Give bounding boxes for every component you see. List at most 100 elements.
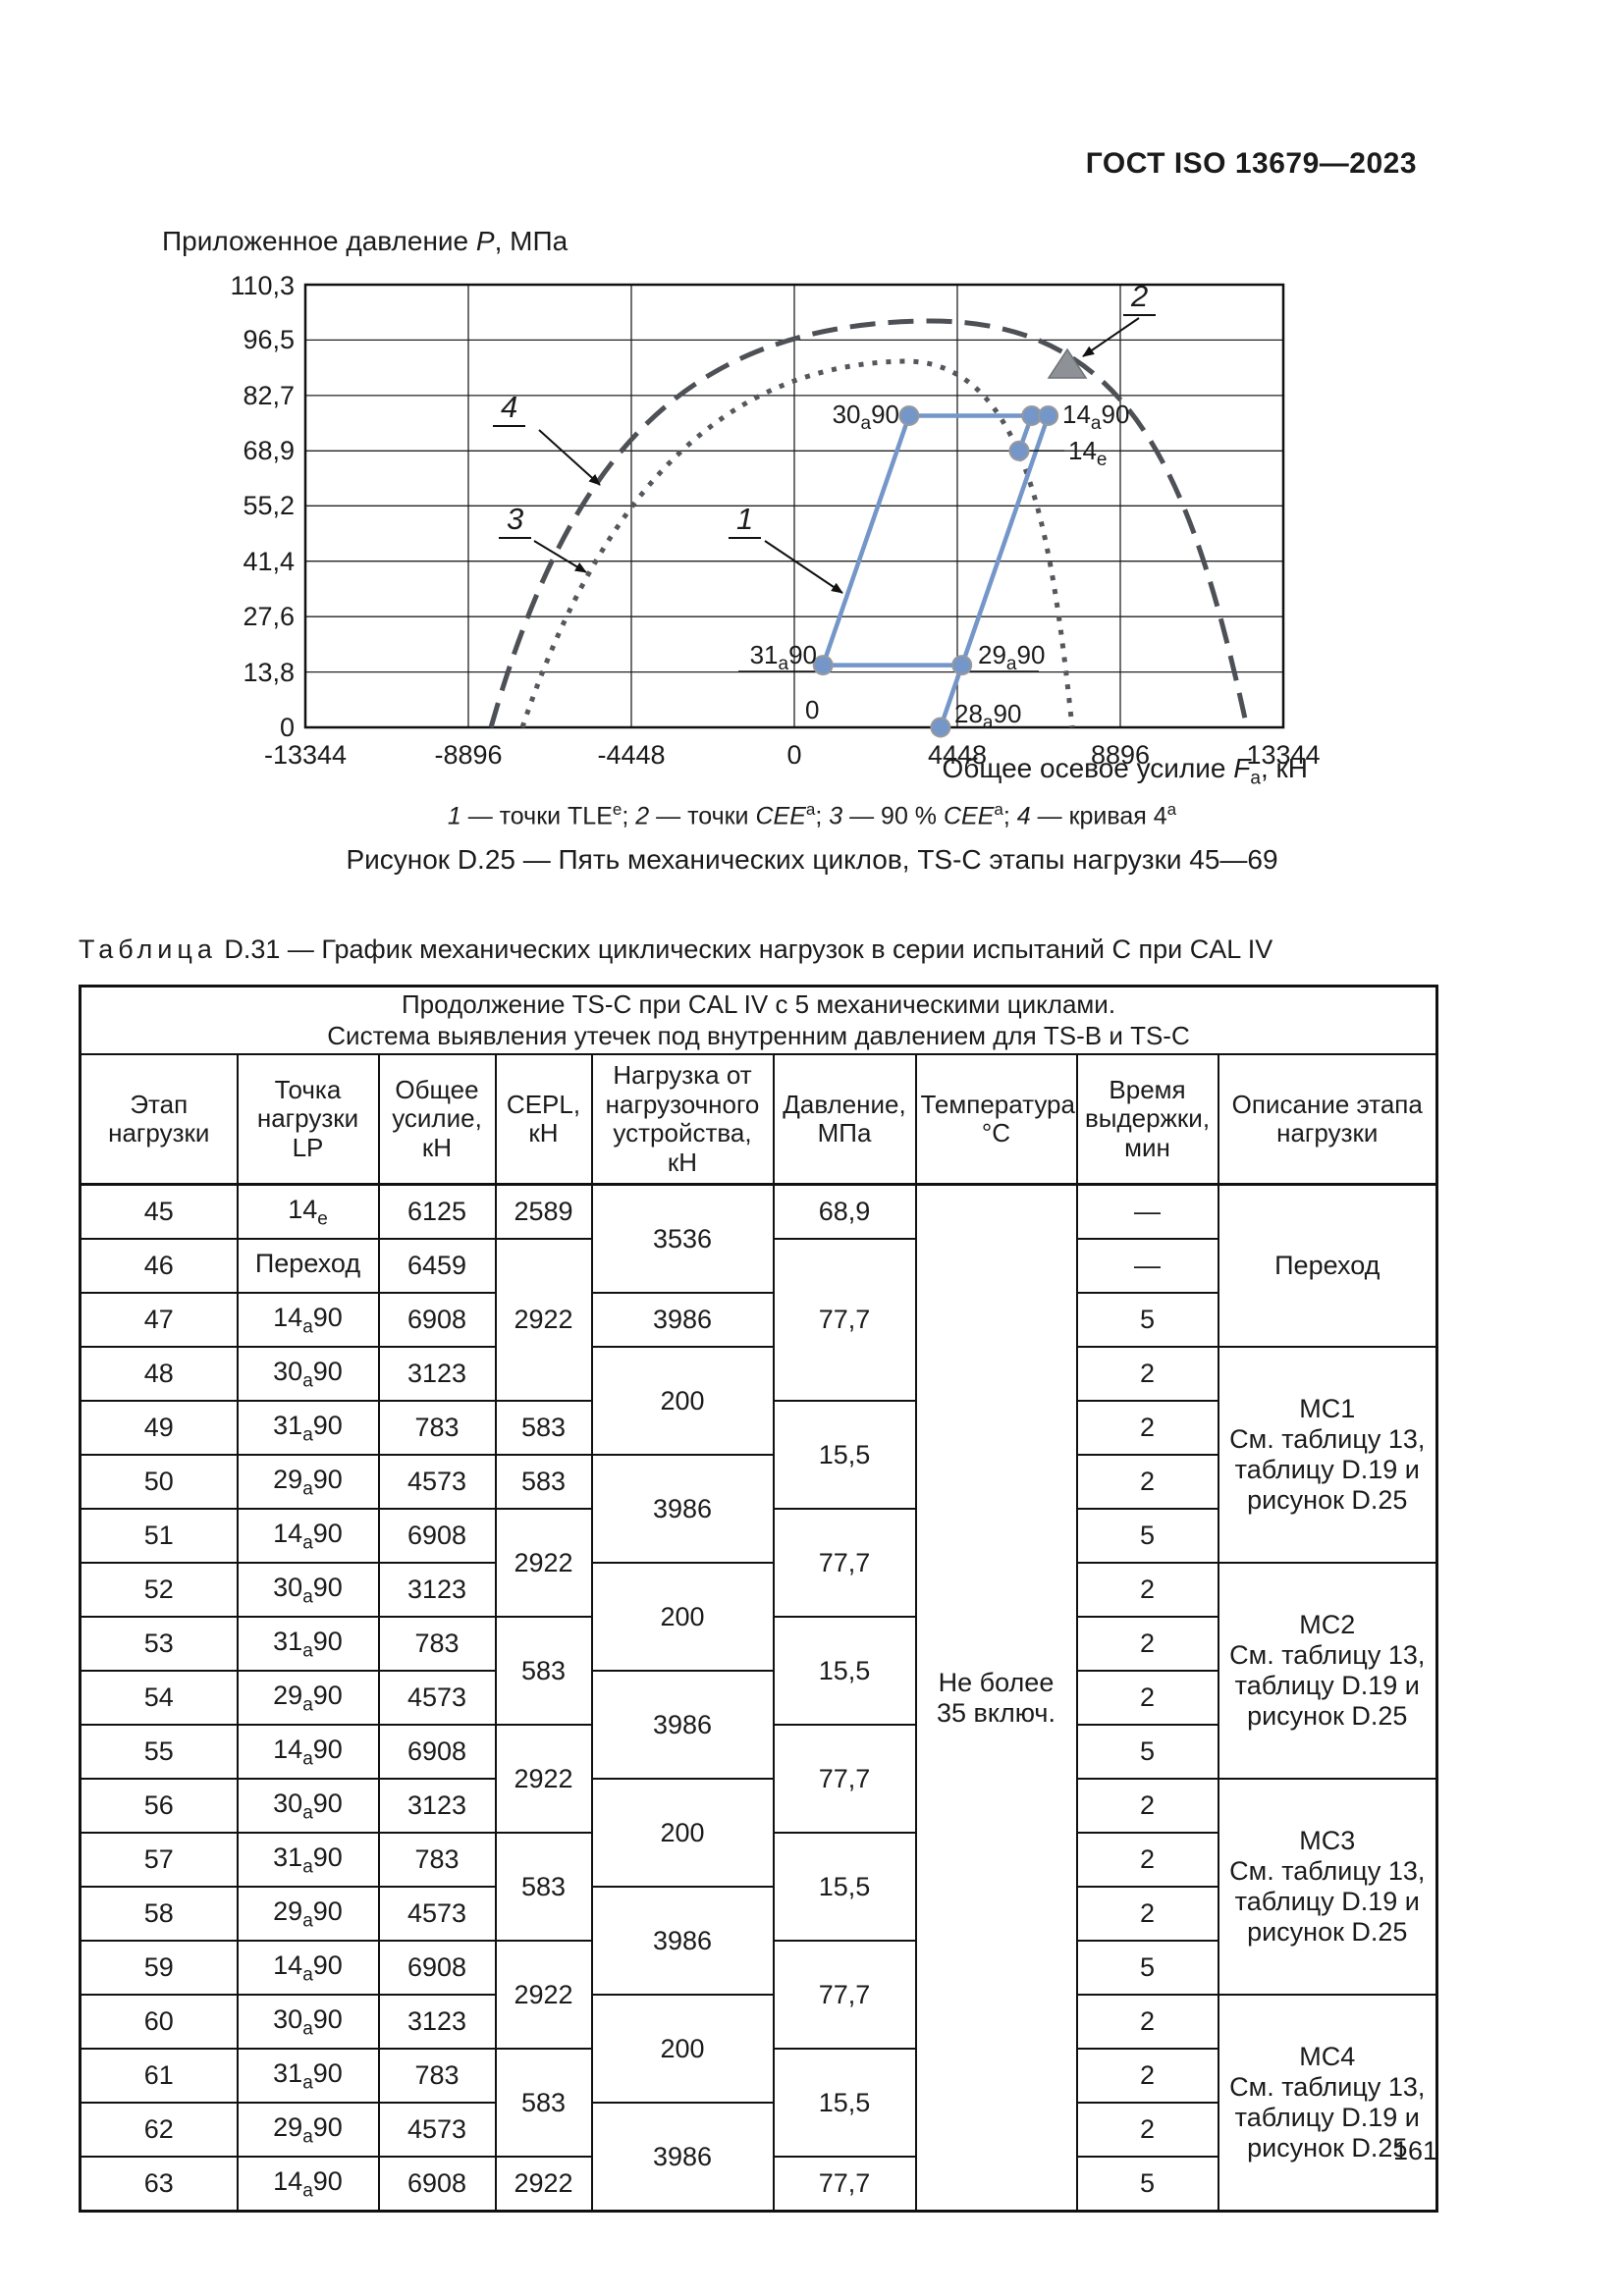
- cell-step: 52: [79, 1562, 239, 1619]
- cell-force: 4573: [377, 2102, 497, 2159]
- cell-step: 53: [79, 1616, 239, 1673]
- callout-3: 3: [499, 502, 532, 540]
- cell-force: 6125: [377, 1183, 497, 1241]
- cell-pressure: 15,5: [772, 1400, 917, 1511]
- cell-pressure: 77,7: [772, 1508, 917, 1619]
- cell-force: 4573: [377, 1670, 497, 1727]
- cell-frame: 200: [590, 1346, 775, 1457]
- table-row: 63 14a90 6908 2922 77,7 5: [79, 2156, 1437, 2213]
- arrow-to-curve3: [533, 540, 587, 573]
- table-band: Продолжение TS-C при CAL IV с 5 механиче…: [79, 985, 1438, 1056]
- cell-force: 6908: [377, 1292, 497, 1349]
- table-row: 54 29a90 4573 3986 2: [79, 1670, 1437, 1781]
- curve-4-dashed: [488, 318, 1250, 728]
- cycle-line: [820, 413, 1051, 730]
- cell-step: 47: [79, 1292, 239, 1349]
- figure-d25: Приложенное давление P, МПа Общее осевое…: [0, 0, 1624, 883]
- cell-hold: —: [1075, 1238, 1219, 1295]
- cell-cepl: 583: [494, 1454, 593, 1511]
- callout-2: 2: [1123, 279, 1157, 317]
- band-line1: Продолжение TS-C при CAL IV с 5 механиче…: [401, 989, 1116, 1019]
- y-tick: 110,3: [230, 271, 295, 300]
- cell-pressure: 77,7: [772, 2156, 917, 2213]
- cell-frame: 3986: [590, 2102, 775, 2213]
- y-tick: 82,7: [243, 381, 295, 410]
- table-row: 45 14e 6125 2589 3536 68,9 Не более 35 в…: [79, 1183, 1438, 2213]
- cell-pressure: 15,5: [772, 1616, 917, 1727]
- cell-step: 45: [79, 1183, 239, 1241]
- col-header-cepl: CEPL, кН: [494, 1053, 593, 1187]
- cell-description: МС2 См. таблицу 13, таблицу D.19 и рисуно…: [1217, 1562, 1438, 1781]
- cell-step: 63: [79, 2156, 239, 2213]
- cell-hold: 5: [1075, 1292, 1219, 1349]
- cell-frame: 3986: [590, 1670, 775, 1781]
- cell-hold: 2: [1075, 1670, 1219, 1727]
- cell-step: 46: [79, 1238, 239, 1295]
- cell-lp: 31a90: [236, 2048, 380, 2105]
- cell-pressure: 15,5: [772, 1832, 917, 1943]
- cell-step: 60: [79, 1994, 239, 2051]
- point-29a90: [951, 655, 973, 676]
- cell-lp: 29a90: [236, 1886, 380, 1943]
- cell-lp: 29a90: [236, 1670, 380, 1727]
- label-14e: 14e: [1068, 436, 1108, 471]
- cell-frame: 3986: [590, 1886, 775, 1997]
- cell-frame: 3536: [590, 1183, 775, 1295]
- page-number: 161: [1392, 2136, 1437, 2165]
- cell-lp: 14a90: [236, 1940, 380, 1997]
- table-row: 57 31a90 783 583 15,5 2: [79, 1832, 1437, 1943]
- cell-cepl: 2922: [494, 1508, 593, 1619]
- cell-hold: 2: [1075, 1454, 1219, 1511]
- cell-step: 55: [79, 1724, 239, 1781]
- cell-cepl: 583: [494, 2048, 593, 2159]
- cell-lp: 29a90: [236, 2102, 380, 2159]
- y-tick: 41,4: [243, 547, 295, 576]
- arrow-to-cycle: [764, 540, 843, 594]
- x-tick: -4448: [597, 740, 666, 770]
- label-28a90: 28a90: [954, 699, 1022, 734]
- x-tick: -13344: [263, 740, 348, 770]
- table-row: 52 30a90 3123 200 2 МС2 См. таблицу 13, т…: [79, 1562, 1438, 1781]
- cell-force: 4573: [377, 1454, 497, 1511]
- y-tick: 55,2: [243, 491, 295, 520]
- cell-hold: 5: [1075, 1724, 1219, 1781]
- cell-step: 58: [79, 1886, 239, 1943]
- col-header-pressure: Давление, МПа: [772, 1053, 917, 1187]
- cell-force: 3123: [377, 1778, 497, 1835]
- y-tick: 68,9: [243, 436, 295, 465]
- point-31a90: [812, 655, 834, 676]
- cycle-points: [812, 405, 1059, 738]
- table-row: 50 29a90 4573 583 3986 2: [79, 1454, 1437, 1565]
- callout-4: 4: [493, 390, 526, 428]
- band-line2: Система выявления утечек под внутренним …: [327, 1020, 1190, 1050]
- cell-step: 48: [79, 1346, 239, 1403]
- cell-force: 6908: [377, 1724, 497, 1781]
- cell-frame: 200: [590, 1562, 775, 1673]
- point-28a90: [930, 717, 951, 738]
- table-row: 61 31a90 783 583 15,5 2: [79, 2048, 1437, 2159]
- cell-hold: 2: [1075, 2102, 1219, 2159]
- curve-3-dotted: [519, 358, 1075, 728]
- table-row: 62 29a90 4573 3986 2: [79, 2102, 1437, 2213]
- cell-cepl: 2922: [494, 1724, 593, 1835]
- y-tick: 27,6: [243, 602, 295, 631]
- cell-hold: 5: [1075, 1940, 1219, 1997]
- cell-lp: 31a90: [236, 1832, 380, 1889]
- cell-force: 783: [377, 1616, 497, 1673]
- cell-lp: 30a90: [236, 1994, 380, 2051]
- col-header-frame: Нагрузка от нагрузочного устройства, кН: [590, 1053, 775, 1187]
- cell-lp: 14a90: [236, 1292, 380, 1349]
- cell-pressure: 77,7: [772, 1940, 917, 2051]
- cell-cepl: 2922: [494, 1940, 593, 2051]
- cell-force: 3123: [377, 1994, 497, 2051]
- x-tick: 13344: [1246, 740, 1321, 770]
- x-tick: 0: [786, 740, 802, 770]
- cell-hold: 2: [1075, 1778, 1219, 1835]
- cell-step: 54: [79, 1670, 239, 1727]
- cell-step: 61: [79, 2048, 239, 2105]
- cell-lp: 30a90: [236, 1562, 380, 1619]
- col-header-description: Описание этапа нагрузки: [1217, 1053, 1438, 1187]
- cell-hold: 2: [1075, 1616, 1219, 1673]
- x-axis-title: Общее осевое усилие Fa, кН: [942, 753, 1308, 789]
